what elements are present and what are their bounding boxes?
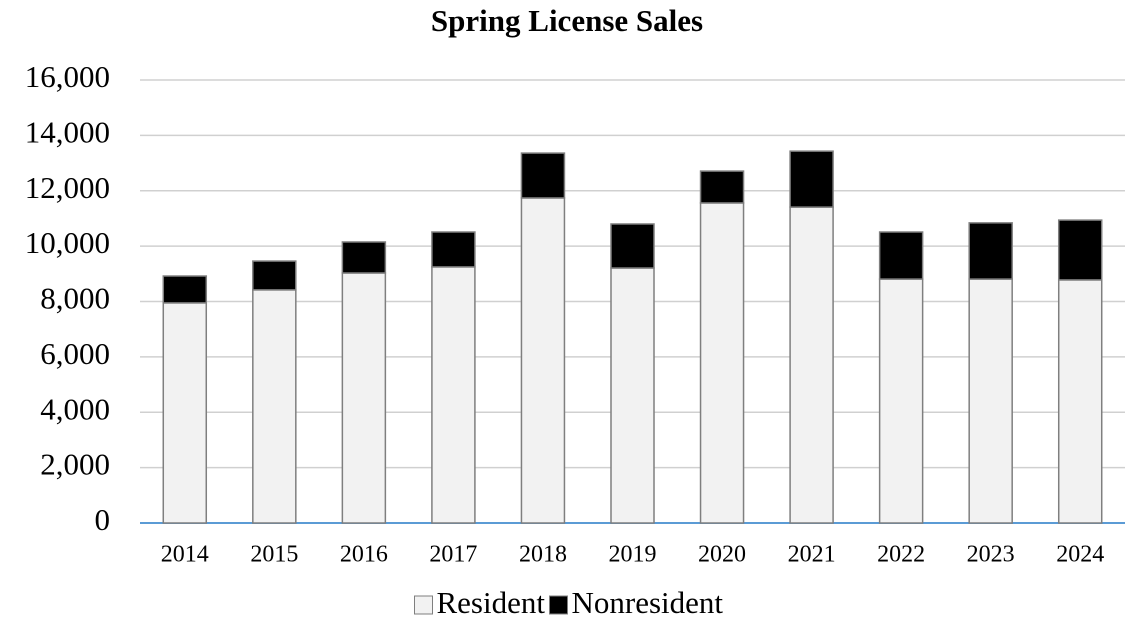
bar-segment — [252, 260, 297, 291]
y-tick-label: 14,000 — [25, 114, 110, 149]
x-tick-label: 2019 — [609, 542, 657, 568]
bar-segment — [610, 267, 655, 524]
legend-swatch — [414, 595, 433, 615]
bar-segment — [968, 222, 1013, 280]
x-tick-label: 2022 — [877, 542, 925, 568]
bar-segment — [789, 150, 834, 208]
bar-segment — [699, 202, 745, 524]
bar-segment — [789, 206, 834, 524]
x-tick-label: 2015 — [250, 542, 298, 568]
x-tick-label: 2021 — [788, 542, 836, 568]
bar-segment — [610, 223, 655, 269]
x-tick-label: 2023 — [967, 542, 1015, 568]
bar-segment — [520, 152, 566, 199]
x-tick-label: 2014 — [161, 542, 209, 568]
bar-segment — [341, 272, 387, 524]
y-tick-label: 6,000 — [40, 336, 110, 371]
x-tick-label: 2024 — [1056, 542, 1104, 568]
bar-segment — [431, 231, 476, 268]
bar-segment — [1057, 219, 1103, 281]
bar-segment — [520, 197, 566, 524]
y-tick-label: 8,000 — [40, 281, 110, 316]
bar-segment — [1057, 279, 1103, 524]
y-tick-label: 10,000 — [25, 225, 110, 260]
y-tick-label: 12,000 — [25, 170, 110, 205]
y-tick-label: 16,000 — [25, 59, 110, 94]
legend-label: Nonresident — [572, 585, 724, 620]
x-tick-label: 2016 — [340, 542, 388, 568]
x-tick-label: 2020 — [698, 542, 746, 568]
x-tick-label: 2017 — [429, 542, 477, 568]
bar-segment — [699, 170, 745, 204]
bar-segment — [162, 302, 208, 524]
bar-segment — [252, 289, 297, 524]
legend-label: Resident — [437, 585, 546, 620]
legend-swatch — [549, 595, 568, 615]
y-tick-label: 4,000 — [40, 391, 110, 426]
bar-segment — [162, 275, 208, 304]
bar-segment — [341, 241, 387, 274]
bar-segment — [968, 278, 1013, 524]
y-tick-label: 2,000 — [40, 447, 110, 482]
x-tick-label: 2018 — [519, 542, 567, 568]
y-tick-label: 0 — [95, 502, 111, 537]
bar-segment — [878, 278, 924, 524]
chart-title: Spring License Sales — [431, 3, 703, 38]
bar-segment — [878, 231, 924, 280]
bar-segment — [431, 266, 476, 524]
